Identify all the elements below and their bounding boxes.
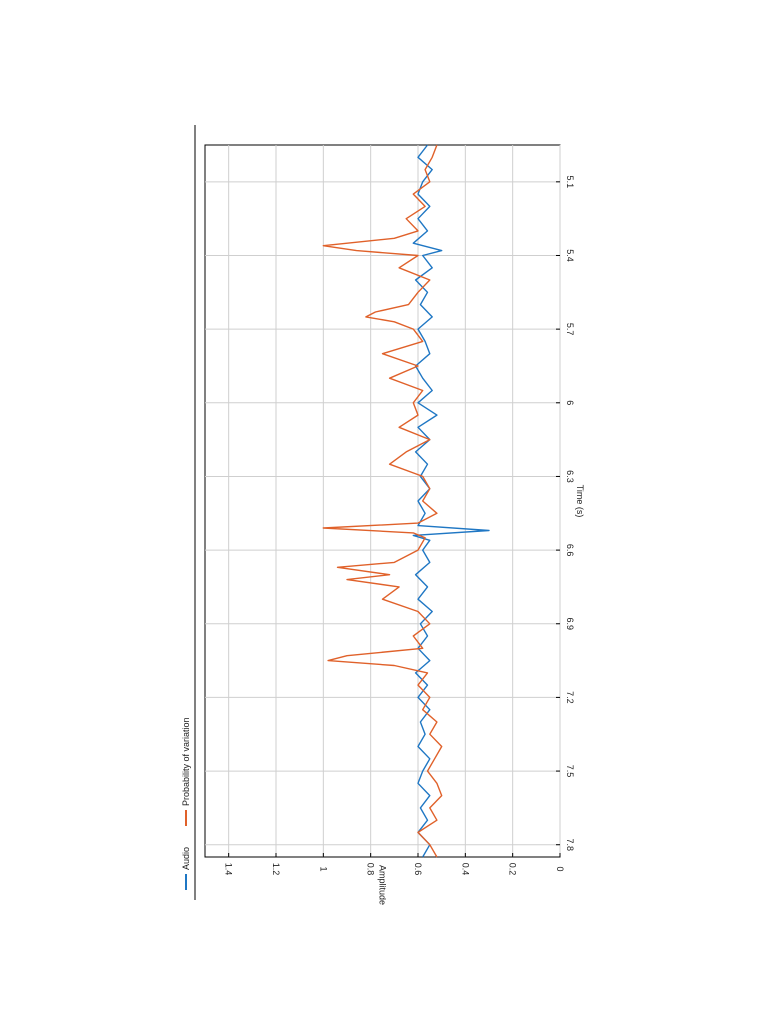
x-tick-label: 6.9 bbox=[565, 618, 575, 631]
legend-label-probability: Probability of variation bbox=[181, 717, 191, 806]
x-tick-label: 5.7 bbox=[565, 323, 575, 336]
x-tick-label: 7.8 bbox=[565, 838, 575, 851]
x-tick-label: 5.4 bbox=[565, 249, 575, 262]
plot-frame bbox=[204, 144, 561, 858]
y-tick-label: 0.2 bbox=[508, 863, 518, 876]
series-line-audio bbox=[412, 144, 490, 858]
x-axis-title: Time (s) bbox=[575, 485, 585, 518]
y-tick-label: 0.8 bbox=[366, 863, 376, 876]
legend-label-audio: Audio bbox=[181, 847, 191, 870]
legend: Audio Probability of variation bbox=[181, 717, 191, 890]
x-tick-label: 6.3 bbox=[565, 470, 575, 483]
x-tick-label: 7.5 bbox=[565, 765, 575, 778]
x-ticks: 5.1 5.4 5.7 6 6.3 6.6 6.9 7.2 7.5 7.8 bbox=[556, 176, 575, 851]
y-tick-label: 0.4 bbox=[460, 863, 470, 876]
series-lines bbox=[322, 144, 490, 858]
y-tick-label: 1 bbox=[318, 866, 328, 871]
x-tick-label: 5.1 bbox=[565, 176, 575, 189]
x-tick-label: 7.2 bbox=[565, 691, 575, 704]
x-tick-label: 6 bbox=[565, 400, 575, 405]
y-tick-label: 1.2 bbox=[271, 863, 281, 876]
series-line-probability bbox=[322, 144, 443, 858]
x-tick-label: 6.6 bbox=[565, 544, 575, 557]
y-axis-title: Amplitude bbox=[378, 865, 388, 905]
plot-area: 5.15.45.766.36.66.97.27.57.8 00.20.40.60… bbox=[204, 144, 575, 875]
y-ticks: 0 0.2 0.4 0.6 0.8 1 1.2 1.4 bbox=[224, 853, 565, 875]
y-tick-label: 1.4 bbox=[224, 863, 234, 876]
y-tick-label: 0 bbox=[555, 866, 565, 871]
y-tick-label: 0.6 bbox=[413, 863, 423, 876]
